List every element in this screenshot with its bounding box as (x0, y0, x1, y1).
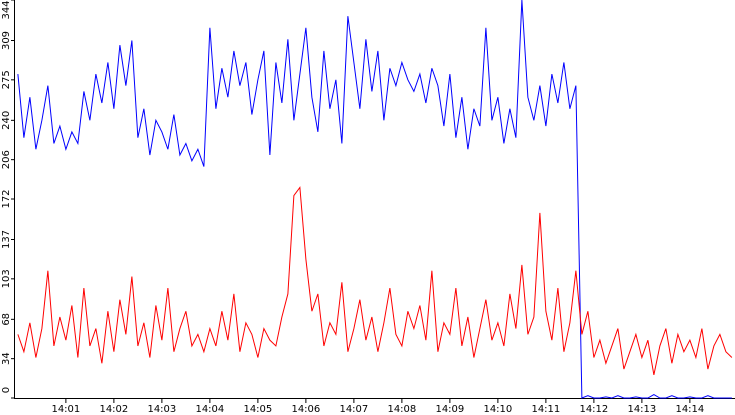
y-tick-label: 172 (1, 189, 12, 208)
y-tick-label: 240 (1, 111, 12, 130)
x-tick-label: 14:14 (675, 404, 704, 415)
y-tick-label: 0 (1, 387, 12, 393)
y-tick-label: 275 (1, 70, 12, 89)
x-tick-label: 14:08 (387, 404, 416, 415)
x-tick-label: 14:12 (579, 404, 608, 415)
x-tick-label: 14:05 (243, 404, 272, 415)
x-tick-label: 14:04 (195, 404, 224, 415)
x-tick-label: 14:11 (531, 404, 560, 415)
x-tick-label: 14:01 (51, 404, 80, 415)
x-tick-label: 14:03 (147, 404, 176, 415)
y-tick-label: 309 (1, 31, 12, 50)
x-tick-label: 14:06 (291, 404, 320, 415)
y-tick-label: 103 (1, 269, 12, 288)
series-line (17, 0, 732, 399)
x-tick-label: 14:13 (627, 404, 656, 415)
series-line (17, 186, 733, 375)
y-tick-label: 137 (1, 230, 12, 249)
y-tick-label: 206 (1, 150, 12, 169)
y-tick-label: 68 (1, 313, 12, 326)
x-tick-label: 14:07 (339, 404, 368, 415)
y-tick-label: 34 (1, 352, 12, 365)
x-tick-label: 14:09 (435, 404, 464, 415)
y-tick-label: 344 (1, 0, 12, 19)
x-tick-label: 14:02 (99, 404, 128, 415)
x-tick-label: 14:10 (483, 404, 512, 415)
